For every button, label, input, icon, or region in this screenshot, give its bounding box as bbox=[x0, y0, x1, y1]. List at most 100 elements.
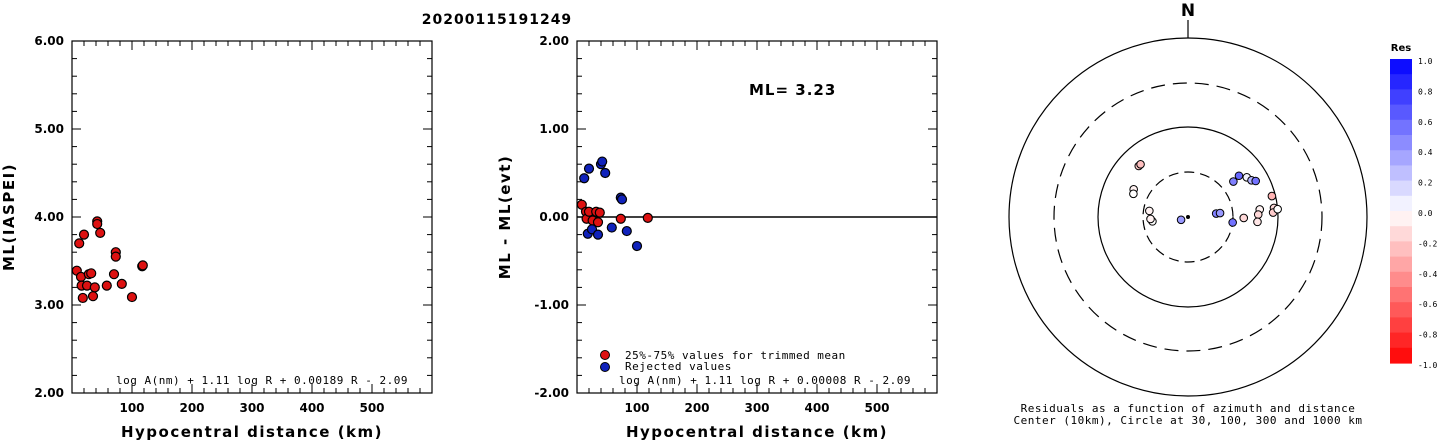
y-tick-label: -1.00 bbox=[534, 298, 569, 312]
colorbar-tick-label: 0.0 bbox=[1418, 209, 1433, 218]
legend-label-trimmed: 25%-75% values for trimmed mean bbox=[625, 349, 846, 362]
rejected-point bbox=[600, 167, 611, 179]
colorbar-tick-label: -1.0 bbox=[1418, 361, 1437, 370]
colorbar-cell bbox=[1390, 241, 1412, 258]
station-residual-point bbox=[1228, 218, 1237, 227]
colorbar-cell bbox=[1390, 271, 1412, 288]
rejected-point bbox=[616, 194, 628, 205]
x-tick-label: 400 bbox=[804, 401, 829, 415]
colorbar-cell bbox=[1390, 347, 1412, 364]
colorbar-cell bbox=[1390, 195, 1412, 212]
ticks-2: 100 200 300 400 500 -2.00 -1.00 0.00 1.00 2.00 bbox=[534, 34, 937, 415]
panel-ml-residual: ML - ML(evt) Hypocentral distance (km) M… bbox=[496, 34, 938, 441]
rejected-point bbox=[592, 229, 604, 240]
x-tick-label: 200 bbox=[684, 401, 709, 415]
station-residual-point bbox=[1145, 206, 1154, 216]
x-axis-label-2: Hypocentral distance (km) bbox=[626, 423, 888, 441]
x-tick-label: 300 bbox=[239, 401, 264, 415]
colorbar-cell bbox=[1390, 302, 1412, 318]
rejected-point bbox=[579, 173, 590, 184]
x-tick-label: 300 bbox=[744, 401, 769, 415]
y-tick-label: 1.00 bbox=[539, 122, 569, 136]
colorbar-cell bbox=[1390, 74, 1412, 90]
colorbar: Res 1.0 0.8 0.6 0.4 0.2 0.0 -0.2 -0.4 -0.6 -0.8 -1… bbox=[1390, 43, 1437, 370]
station-residual-point bbox=[1146, 214, 1155, 224]
rejected-point bbox=[606, 222, 617, 233]
trimmed-point bbox=[74, 238, 85, 249]
x-tick-label: 100 bbox=[624, 401, 649, 415]
y-axis-label-2: ML - ML(evt) bbox=[496, 155, 514, 279]
colorbar-cell bbox=[1390, 287, 1412, 303]
station-residual-point bbox=[1229, 177, 1238, 186]
colorbar-tick-label: -0.4 bbox=[1418, 270, 1437, 279]
station-residual-point bbox=[1251, 176, 1260, 186]
panel-azimuth: N Residuals as a function of azimuth and… bbox=[1008, 1, 1368, 427]
colorbar-cell bbox=[1390, 150, 1412, 166]
colorbar-cell bbox=[1390, 226, 1412, 242]
colorbar-tick-label: 1.0 bbox=[1418, 57, 1433, 66]
colorbar-tick-label: 0.6 bbox=[1418, 118, 1433, 127]
station-residual-point bbox=[1253, 210, 1263, 219]
trimmed-point bbox=[77, 292, 88, 304]
station-residual-point bbox=[1215, 208, 1225, 218]
colorbar-cell bbox=[1390, 180, 1412, 197]
colorbar-tick-label: 0.2 bbox=[1418, 179, 1433, 188]
rejected-point bbox=[621, 225, 632, 237]
panel-ml-iaspei: ML(IASPEI) Hypocentral distance (km) log… bbox=[0, 34, 433, 441]
trimmed-point bbox=[78, 229, 90, 240]
y-axis-label-1: ML(IASPEI) bbox=[0, 163, 18, 271]
x-axis-label-1: Hypocentral distance (km) bbox=[121, 423, 383, 441]
y-tick-label: 4.00 bbox=[34, 210, 64, 224]
trimmed-point bbox=[95, 227, 106, 238]
ring-30km bbox=[1142, 171, 1234, 263]
trimmed-point bbox=[137, 260, 148, 271]
ticks-1: 100 200 300 400 500 2.00 3.00 4.00 5.00 6.00 bbox=[34, 34, 432, 415]
y-tick-label: 2.00 bbox=[539, 34, 569, 48]
trimmed-point bbox=[92, 218, 103, 230]
x-tick-label: 100 bbox=[119, 401, 144, 415]
station-residual-point bbox=[1176, 215, 1186, 225]
trimmed-point bbox=[594, 207, 605, 218]
x-tick-label: 200 bbox=[179, 401, 204, 415]
colorbar-cell bbox=[1390, 104, 1412, 121]
trimmed-point bbox=[116, 278, 127, 289]
x-tick-label: 500 bbox=[864, 401, 889, 415]
rejected-point bbox=[597, 156, 608, 167]
north-label: N bbox=[1181, 1, 1195, 21]
colorbar-cell bbox=[1390, 89, 1412, 106]
colorbar-tick-label: 0.4 bbox=[1418, 148, 1433, 157]
colorbar-cell bbox=[1390, 256, 1412, 273]
y-tick-label: 0.00 bbox=[539, 210, 569, 224]
station-residual-point bbox=[1136, 160, 1145, 169]
legend-label-rejected: Rejected values bbox=[625, 360, 732, 373]
formula-1: log A(nm) + 1.11 log R + 0.00189 R - 2.0… bbox=[116, 374, 408, 387]
station-residual-point bbox=[1129, 189, 1138, 199]
points-2 bbox=[576, 156, 653, 252]
colorbar-tick-label: -0.8 bbox=[1418, 331, 1437, 340]
epicenter-dot bbox=[1186, 215, 1190, 219]
colorbar-cell bbox=[1390, 317, 1412, 334]
colorbar-labels: 1.0 0.8 0.6 0.4 0.2 0.0 -0.2 -0.4 -0.6 -0.8 -1.0 bbox=[1418, 57, 1437, 370]
colorbar-cell bbox=[1390, 135, 1412, 151]
points-3 bbox=[1129, 160, 1282, 227]
colorbar-cell bbox=[1390, 59, 1412, 75]
legend-marker-rejected bbox=[600, 362, 610, 372]
station-residual-point bbox=[1253, 217, 1262, 227]
trimmed-point bbox=[592, 217, 604, 228]
trimmed-point bbox=[615, 213, 626, 224]
trimmed-point bbox=[101, 280, 112, 291]
colorbar-cell bbox=[1390, 165, 1412, 182]
y-tick-label: -2.00 bbox=[534, 386, 569, 400]
trimmed-point bbox=[86, 268, 97, 279]
formula-2: log A(nm) + 1.11 log R + 0.00008 R - 2.0… bbox=[619, 374, 911, 387]
trimmed-point bbox=[110, 251, 121, 262]
colorbar-tick-label: -0.2 bbox=[1418, 239, 1437, 248]
station-residual-point bbox=[1273, 204, 1282, 214]
colorbar-tick-label: -0.6 bbox=[1418, 300, 1437, 309]
station-residual-point bbox=[1234, 171, 1244, 181]
trimmed-point bbox=[126, 291, 138, 303]
x-tick-label: 400 bbox=[299, 401, 324, 415]
ml-annotation: ML= 3.23 bbox=[749, 81, 836, 99]
legend-marker-trimmed bbox=[600, 350, 610, 360]
